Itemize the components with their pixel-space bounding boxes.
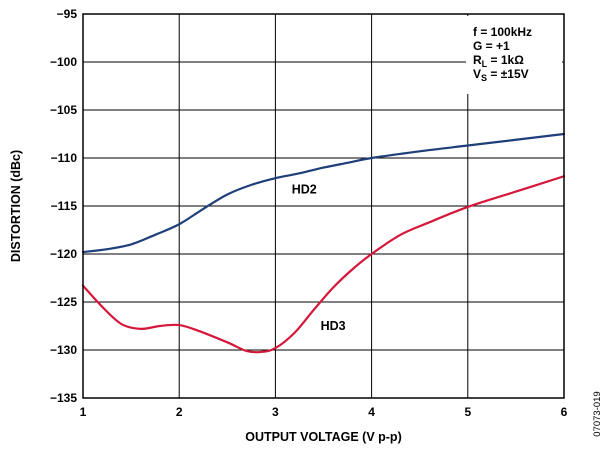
y-tick-label: −110 <box>51 151 78 165</box>
series-line-hd3 <box>81 175 566 354</box>
y-tick-labels: −95 −100 −105 −110 −115 −120 −125 −130 −135 <box>50 7 77 405</box>
x-tick-labels: 1 2 3 4 5 6 <box>80 405 568 419</box>
y-tick-label: −125 <box>50 295 77 309</box>
x-tick-label: 4 <box>368 405 375 419</box>
plot-frame <box>82 13 565 399</box>
y-tick-label: −100 <box>50 55 77 69</box>
series-line-hd2 <box>81 132 566 254</box>
x-tick-label: 5 <box>464 405 471 419</box>
y-tick-label: −120 <box>50 247 77 261</box>
series-label-hd3: HD3 <box>321 319 346 333</box>
condition-line: G = +1 <box>473 39 510 53</box>
figure-id: 07073-019 <box>592 391 603 436</box>
conditions-box-background <box>466 16 562 94</box>
y-axis-label: DISTORTION (dBc) <box>9 150 23 262</box>
x-tick-label: 3 <box>272 405 279 419</box>
series-layer <box>81 132 566 354</box>
y-tick-label: −115 <box>51 199 78 213</box>
condition-line: RL = 1kΩ <box>473 53 524 69</box>
x-tick-label: 2 <box>176 405 183 419</box>
condition-line: f = 100kHz <box>473 25 532 39</box>
y-tick-label: −130 <box>50 343 77 357</box>
y-tick-label: −105 <box>50 103 77 117</box>
condition-line: VS = ±15V <box>473 67 529 83</box>
x-tick-label: 1 <box>80 405 87 419</box>
y-tick-label: −95 <box>57 7 78 21</box>
y-tick-label: −135 <box>50 391 77 405</box>
x-axis-label: OUTPUT VOLTAGE (V p-p) <box>245 430 401 444</box>
series-label-hd2: HD2 <box>292 183 317 197</box>
series-labels: HD2 HD3 <box>292 183 346 333</box>
x-tick-label: 6 <box>561 405 568 419</box>
